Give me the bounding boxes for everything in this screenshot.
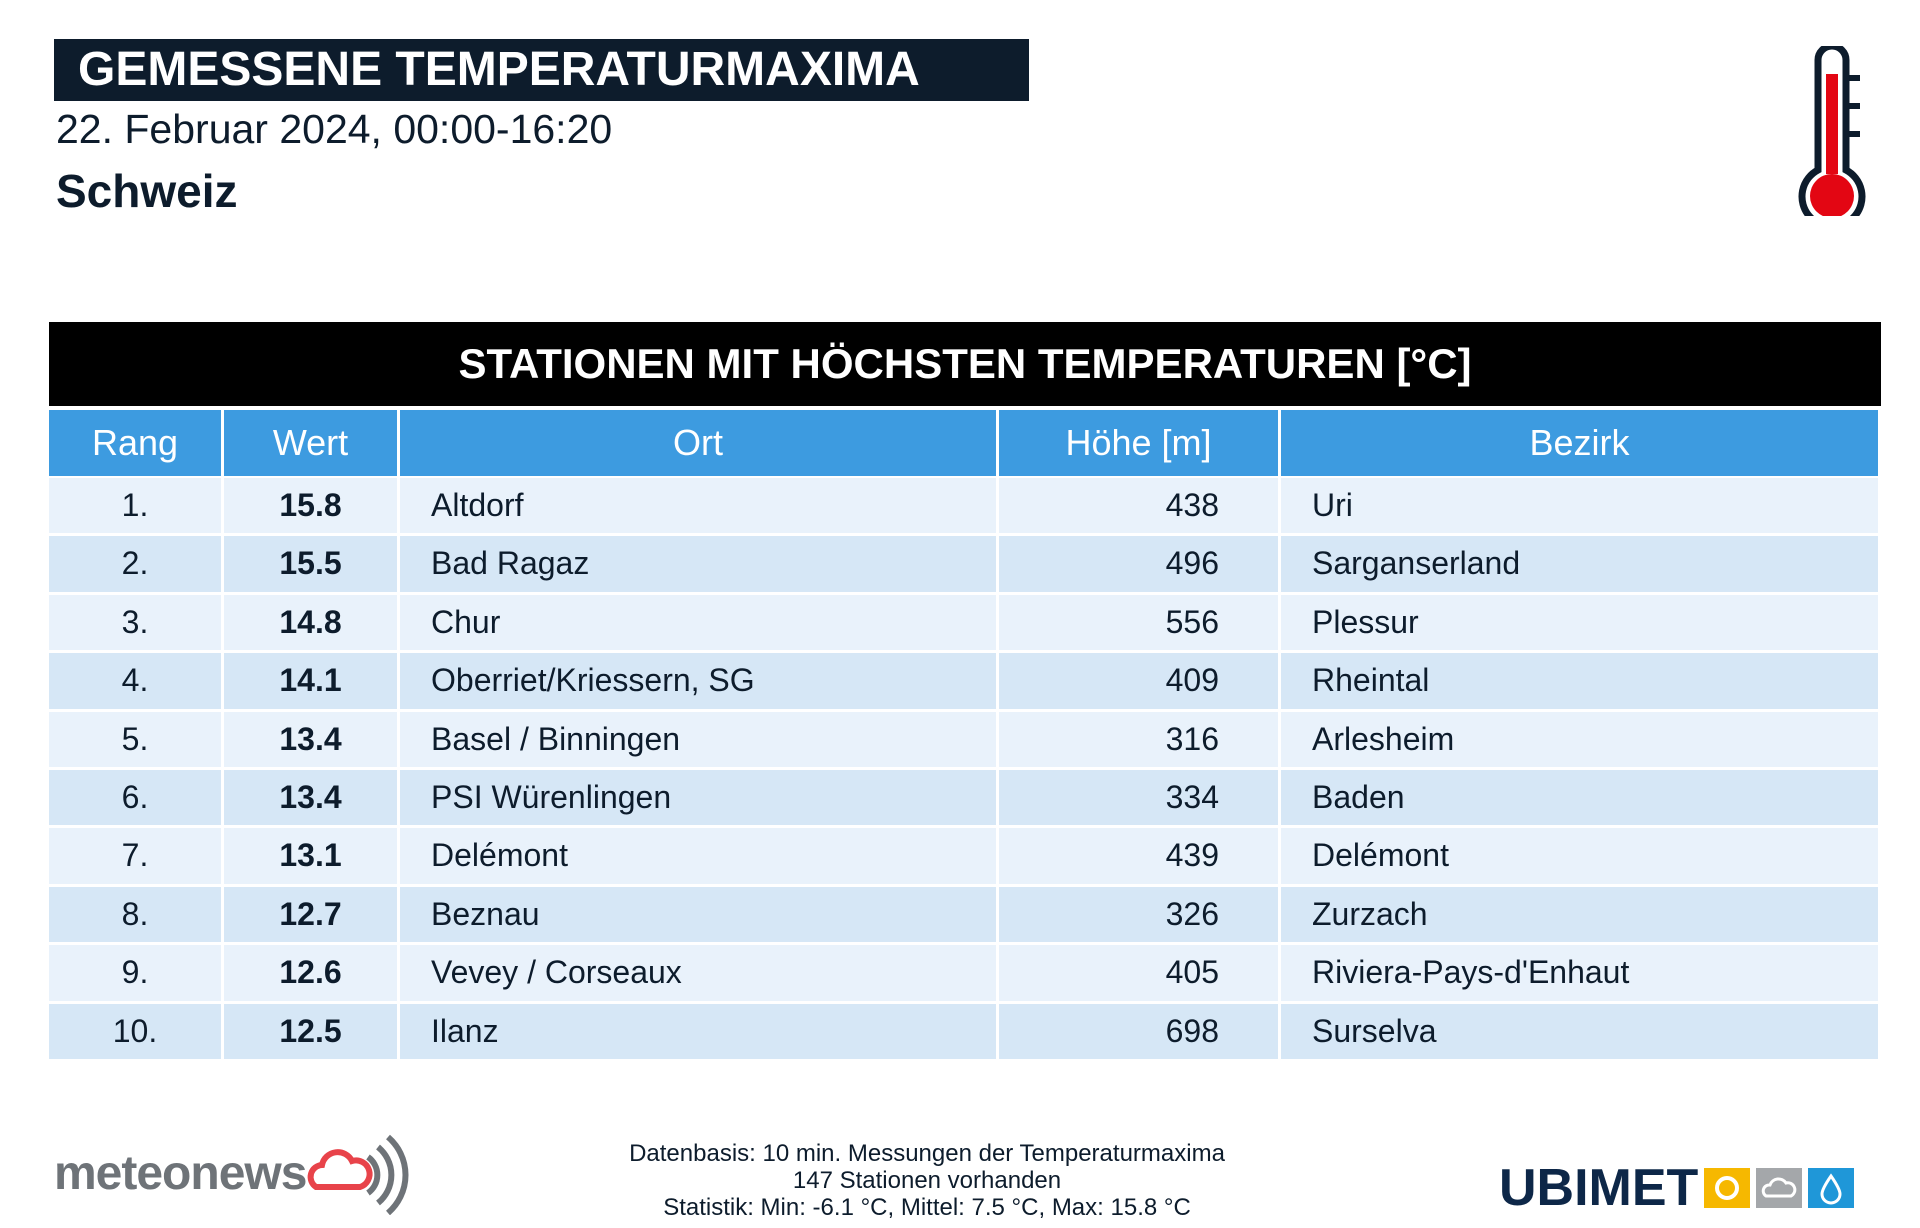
column-header: Rang xyxy=(49,410,221,476)
footnote: Datenbasis: 10 min. Messungen der Temper… xyxy=(527,1140,1327,1221)
footnote-line: Datenbasis: 10 min. Messungen der Temper… xyxy=(629,1140,1225,1167)
table-cell: Surselva xyxy=(1281,1003,1878,1059)
table-cell: 3. xyxy=(49,594,221,651)
table-cell: PSI Würenlingen xyxy=(400,770,996,826)
table-cell: 9. xyxy=(49,945,221,1001)
table-cell: 326 xyxy=(999,886,1278,943)
column-header: Bezirk xyxy=(1281,410,1878,476)
logo-text: meteonews xyxy=(54,1146,307,1200)
logo-ubimet: UBIMET xyxy=(1499,1159,1858,1217)
table-cell: Zurzach xyxy=(1281,886,1878,943)
table-cell: 6. xyxy=(49,770,221,826)
date: 22. Februar 2024, 00:00-16:20 xyxy=(56,106,613,152)
table-cell: 12.5 xyxy=(224,1003,397,1059)
table-title: STATIONEN MIT HÖCHSTEN TEMPERATUREN [°C] xyxy=(49,322,1881,406)
table-cell: Altdorf xyxy=(400,478,996,534)
table-cell: 13.1 xyxy=(224,828,397,884)
table-cell: 14.1 xyxy=(224,653,397,709)
table-cell: 15.5 xyxy=(224,536,397,592)
table-cell: Baden xyxy=(1281,770,1878,826)
table-cell: 405 xyxy=(999,945,1278,1001)
column-header: Wert xyxy=(224,410,397,476)
table-cell: 2. xyxy=(49,536,221,592)
table-cell: Plessur xyxy=(1281,594,1878,651)
table-cell: 14.8 xyxy=(224,594,397,651)
table-cell: Vevey / Corseaux xyxy=(400,945,996,1001)
column-header: Ort xyxy=(400,410,996,476)
table-cell: Delémont xyxy=(400,828,996,884)
table-cell: 12.7 xyxy=(224,886,397,943)
table-cell: 316 xyxy=(999,711,1278,767)
table-cell: Arlesheim xyxy=(1281,711,1878,767)
table-cell: Delémont xyxy=(1281,828,1878,884)
logo-text: UBIMET xyxy=(1499,1159,1699,1217)
table-cell: 12.6 xyxy=(224,945,397,1001)
table-cell: Rheintal xyxy=(1281,653,1878,709)
table-cell: 10. xyxy=(49,1003,221,1059)
table-cell: Chur xyxy=(400,594,996,651)
table-cell: 13.4 xyxy=(224,711,397,767)
table-cell: 8. xyxy=(49,886,221,943)
table-cell: 1. xyxy=(49,478,221,534)
footnote-line: 147 Stationen vorhanden xyxy=(792,1167,1062,1194)
thermometer-icon xyxy=(1798,46,1866,216)
table-cell: Ilanz xyxy=(400,1003,996,1059)
table-cell: 496 xyxy=(999,536,1278,592)
region: Schweiz xyxy=(56,165,238,217)
table-cell: Beznau xyxy=(400,886,996,943)
title: GEMESSENE TEMPERATURMAXIMA xyxy=(54,39,1029,101)
table-cell: Basel / Binningen xyxy=(400,711,996,767)
table-cell: Sarganserland xyxy=(1281,536,1878,592)
logo-meteonews: meteonews xyxy=(54,1134,416,1215)
footnote-line: Statistik: Min: -6.1 °C, Mittel: 7.5 °C,… xyxy=(663,1194,1191,1221)
table-cell: 334 xyxy=(999,770,1278,826)
table-cell: Oberriet/Kriessern, SG xyxy=(400,653,996,709)
column-header: Höhe [m] xyxy=(999,410,1278,476)
logo-mark xyxy=(1704,1168,1855,1208)
table-cell: Bad Ragaz xyxy=(400,536,996,592)
table-cell: 556 xyxy=(999,594,1278,651)
table-cell: 409 xyxy=(999,653,1278,709)
table-cell: 7. xyxy=(49,828,221,884)
table-cell: 438 xyxy=(999,478,1278,534)
table-cell: 439 xyxy=(999,828,1278,884)
table-cell: 13.4 xyxy=(224,770,397,826)
logo-mark xyxy=(308,1134,409,1215)
table-cell: 4. xyxy=(49,653,221,709)
table-cell: 5. xyxy=(49,711,221,767)
table-cell: Riviera-Pays-d'Enhaut xyxy=(1281,945,1878,1001)
table-cell: 15.8 xyxy=(224,478,397,534)
table-cell: 698 xyxy=(999,1003,1278,1059)
table-cell: Uri xyxy=(1281,478,1878,534)
